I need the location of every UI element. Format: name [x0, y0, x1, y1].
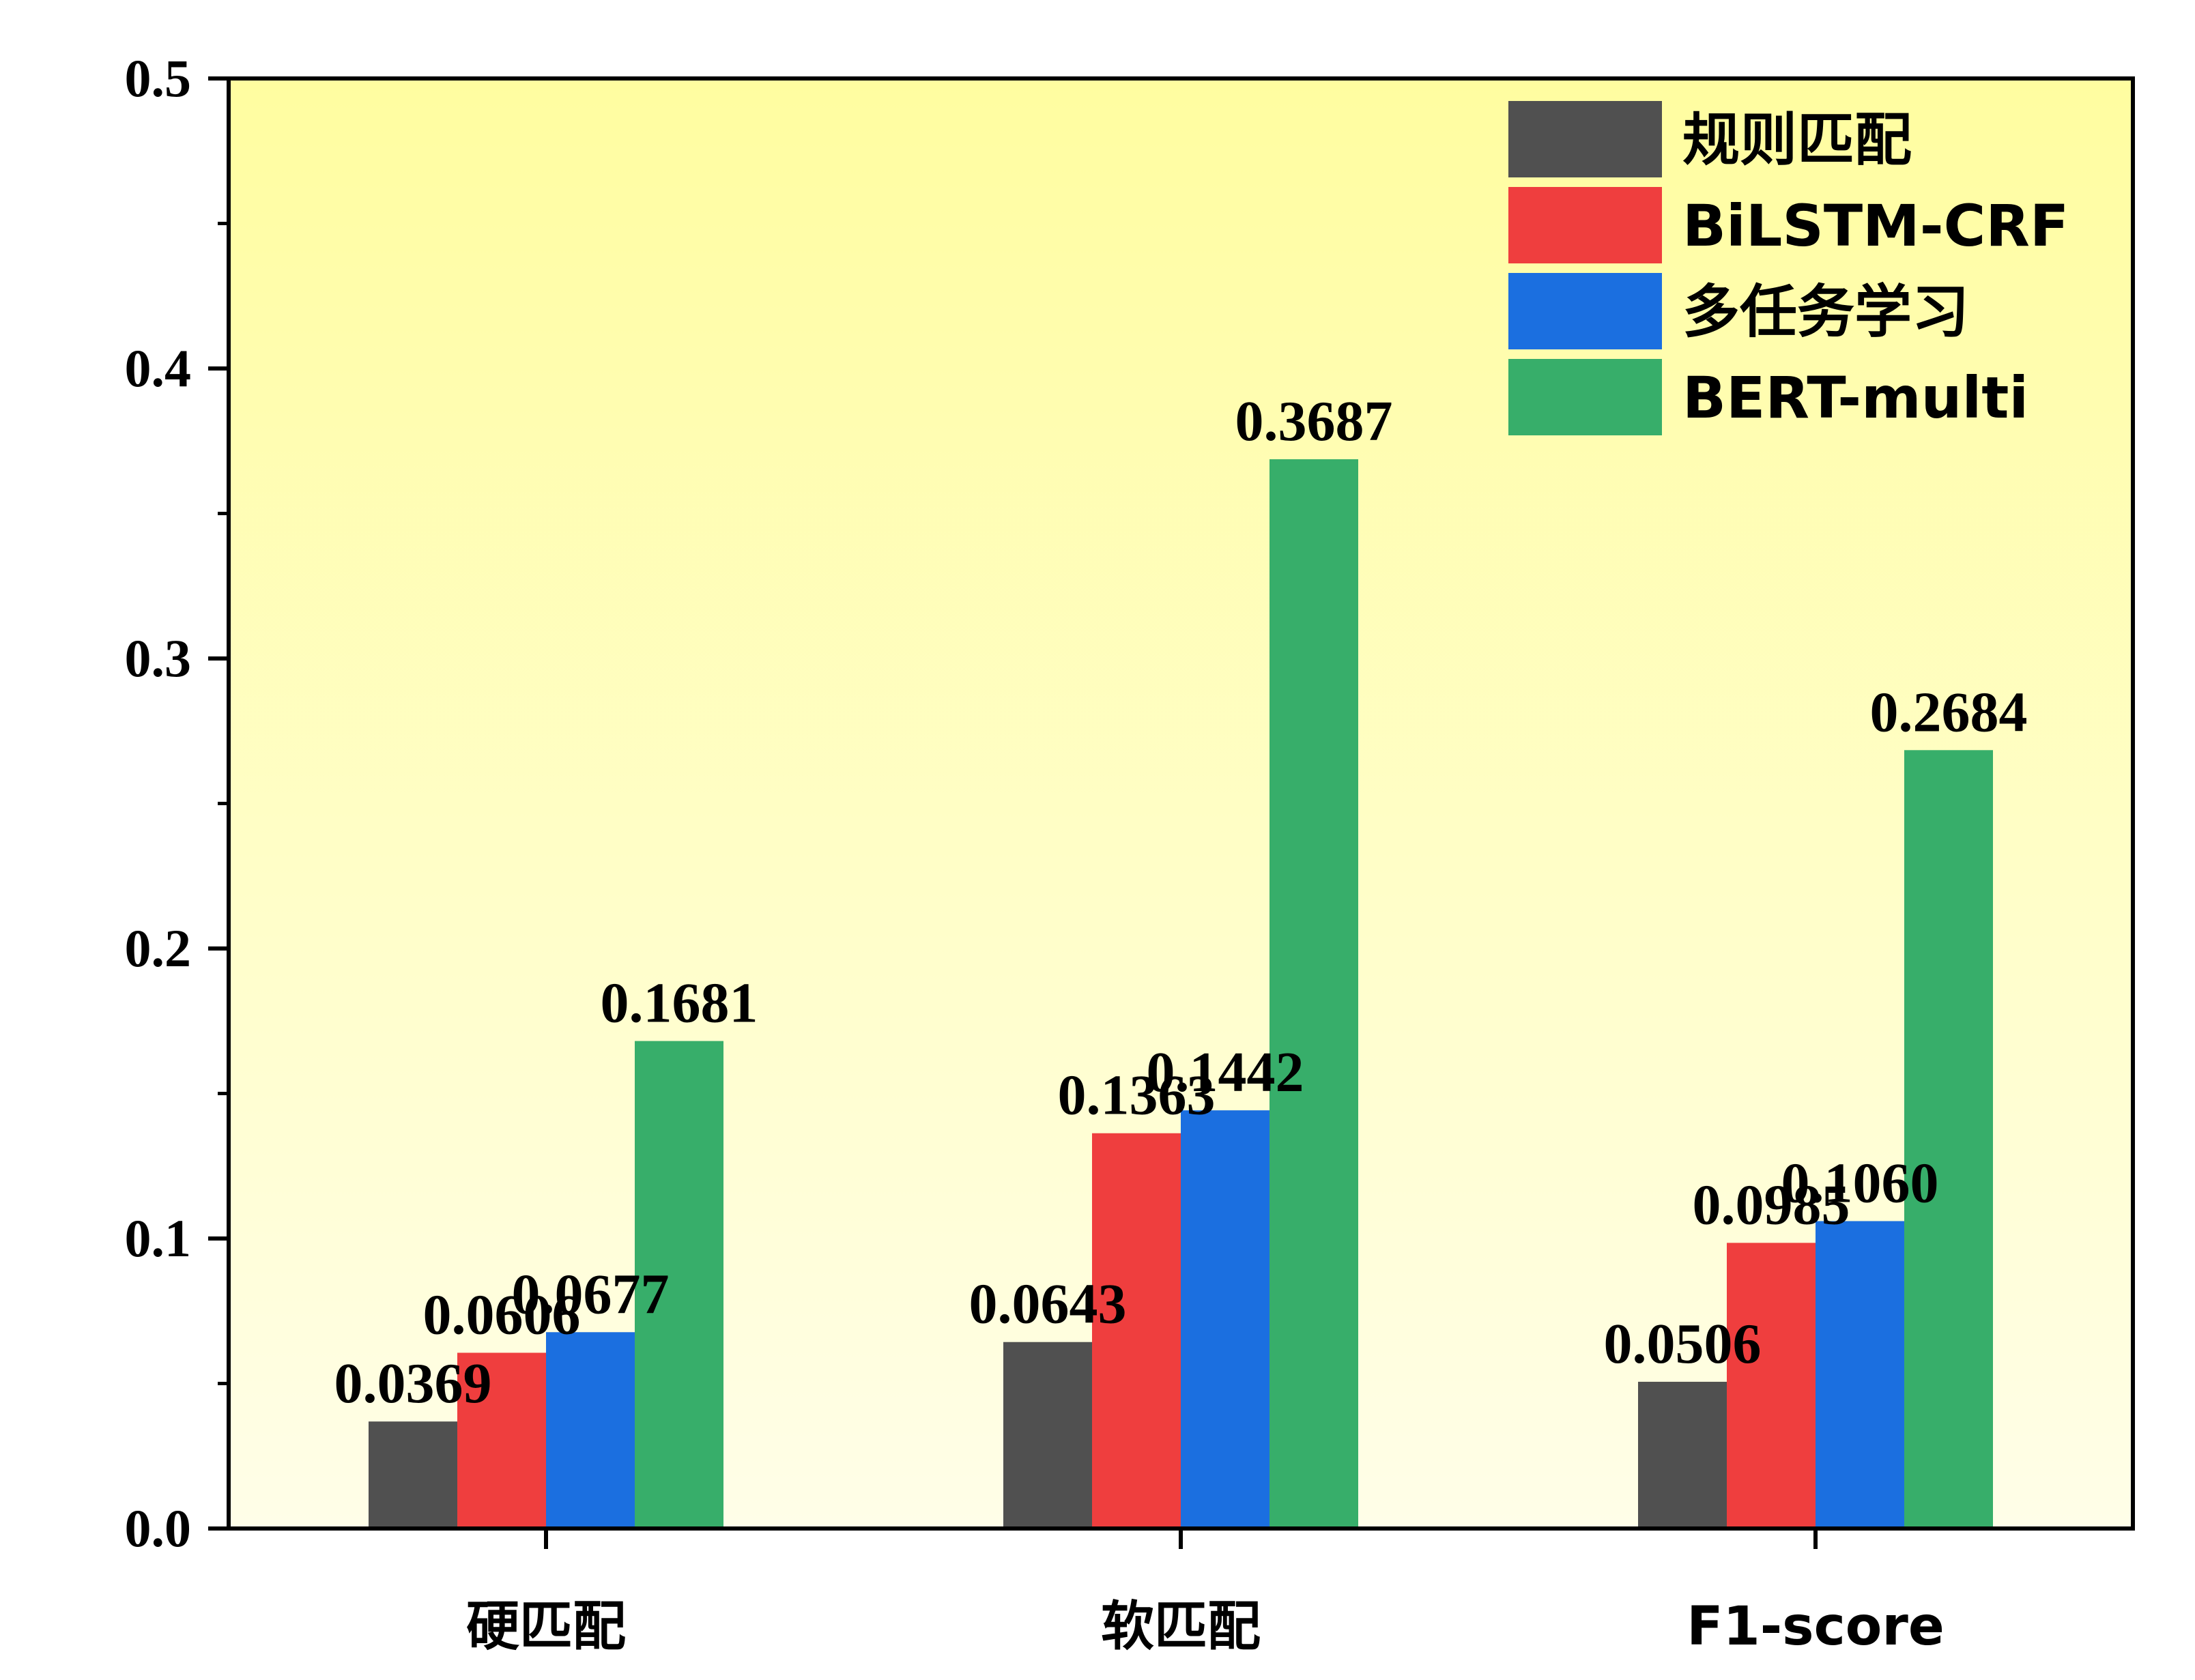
bar: [457, 1352, 546, 1529]
legend-swatch: [1508, 101, 1662, 177]
legend-label: BERT-multi: [1682, 364, 2028, 431]
data-label: 0.1363: [1058, 1064, 1216, 1127]
x-tick-label: F1-score: [1687, 1596, 1945, 1657]
y-tick-label: 0.5: [125, 48, 192, 108]
bars-layer: [369, 459, 1993, 1529]
data-label: 0.1060: [1781, 1152, 1939, 1215]
data-label: 0.0606: [423, 1283, 581, 1346]
y-tick-label: 0.0: [125, 1498, 192, 1558]
data-label: 0.0985: [1693, 1173, 1850, 1236]
bar: [546, 1332, 635, 1529]
x-tick-label: 软匹配: [1101, 1596, 1261, 1657]
bar: [1003, 1342, 1092, 1529]
data-label: 0.0643: [969, 1273, 1127, 1336]
legend-swatch: [1508, 359, 1662, 435]
bar: [1816, 1221, 1904, 1529]
y-axis: 0.0 0.1 0.2 0.3 0.4 0.5: [125, 48, 229, 1558]
data-label: 0.1442: [1147, 1041, 1304, 1104]
x-axis: 硬匹配 软匹配 F1-score: [466, 1529, 1945, 1657]
bar: [635, 1041, 723, 1529]
y-tick-label: 0.3: [125, 628, 192, 688]
data-label: 0.3687: [1235, 390, 1393, 453]
x-tick-label: 硬匹配: [466, 1596, 626, 1657]
y-tick-label: 0.1: [125, 1208, 192, 1268]
legend-label: 规则匹配: [1682, 106, 1912, 173]
y-tick-label: 0.4: [125, 338, 192, 398]
y-tick-label: 0.2: [125, 918, 192, 978]
legend-swatch: [1508, 187, 1662, 263]
bar: [1269, 459, 1358, 1529]
bar: [369, 1421, 457, 1529]
bar: [1904, 750, 1993, 1529]
data-label: 0.1681: [601, 972, 758, 1035]
legend-label: BiLSTM-CRF: [1682, 192, 2069, 259]
legend: 规则匹配 BiLSTM-CRF 多任务学习 BERT-multi: [1508, 101, 2069, 435]
data-label: 0.2684: [1870, 680, 2028, 744]
data-label: 0.0506: [1604, 1312, 1762, 1376]
data-label: 0.0369: [334, 1352, 492, 1415]
bar: [1092, 1133, 1181, 1529]
bar: [1181, 1110, 1269, 1529]
legend-label: 多任务学习: [1682, 278, 1969, 345]
data-label: 0.0677: [512, 1262, 670, 1326]
bar: [1727, 1243, 1816, 1529]
legend-swatch: [1508, 273, 1662, 349]
bar: [1638, 1381, 1727, 1529]
